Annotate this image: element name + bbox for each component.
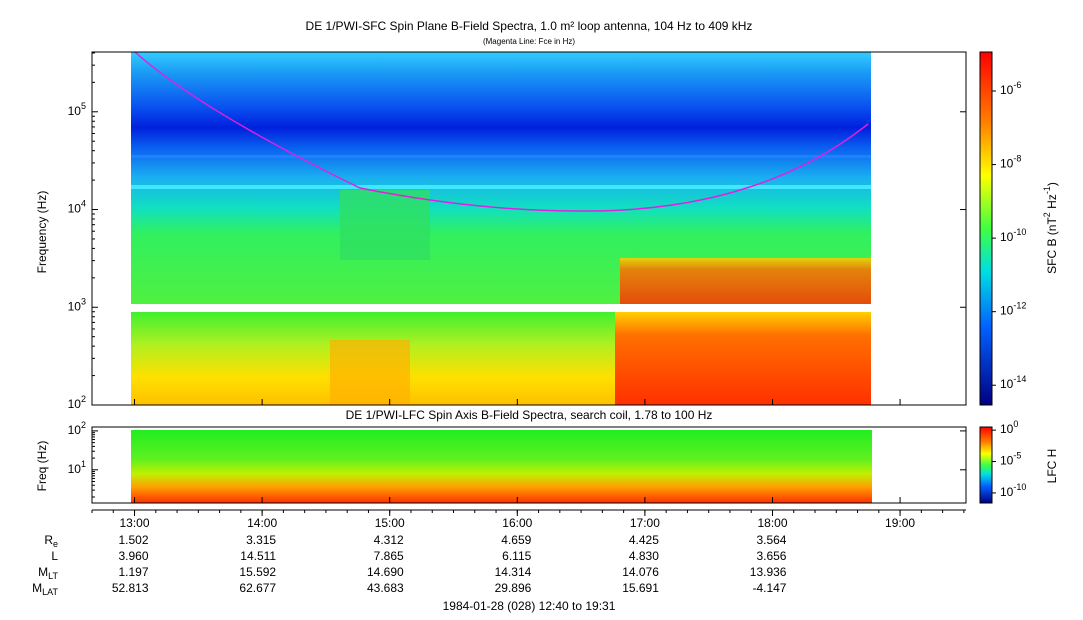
ephemeris-value: 4.659 [501,533,531,547]
ephemeris-value: 43.683 [367,581,404,595]
y-tick-label: 103​ [68,297,86,314]
chart-title: DE 1/PWI-LFC Spin Axis B-Field Spectra, … [346,408,713,422]
y-tick-label: 105​ [68,101,86,118]
x-tick-label: 15:00 [375,516,405,530]
colorbar-tick-label: 10-12​ [1000,301,1026,318]
colorbar-tick-label: 100​ [1000,420,1018,437]
colorbar-tick-label: 10-5​ [1000,451,1021,468]
chart-subtitle: (Magenta Line: Fce in Hz) [483,37,575,46]
ephemeris-value: 13.936 [750,565,787,579]
colorbar-tick-label: 10-14​ [1000,375,1026,392]
colorbar-frame [979,426,993,504]
ephemeris-value: 1.502 [118,533,148,547]
ephemeris-value: 15.691 [622,581,659,595]
x-tick-label: 17:00 [630,516,660,530]
ephemeris-value: 4.425 [629,533,659,547]
ephemeris-value: 1.197 [118,565,148,579]
x-tick-label: 16:00 [502,516,532,530]
ephemeris-value: 15.592 [239,565,276,579]
ephemeris-value: 3.564 [756,533,786,547]
ephemeris-value: 3.960 [118,549,148,563]
colorbar-label: LFC H [1045,449,1059,484]
y-axis-label: Frequency (Hz) [35,191,49,274]
ephemeris-value: 14.314 [495,565,532,579]
spectrogram-image [131,51,992,503]
ephemeris-label: L [51,549,58,563]
colorbar-tick-label: 10-10​ [1000,227,1026,244]
x-tick-label: 19:00 [885,516,915,530]
ephemeris-value: 62.677 [239,581,276,595]
ephemeris-value: 14.076 [622,565,659,579]
colorbar-label: SFC B (nT2​ Hz-1​) [1042,182,1059,274]
ephemeris-value: 3.315 [246,533,276,547]
x-tick-label: 14:00 [247,516,277,530]
ephemeris-value: 7.865 [374,549,404,563]
colorbar-tick-label: 10-6​ [1000,80,1021,97]
x-tick-label: 18:00 [757,516,787,530]
ephemeris-value: 6.115 [502,549,531,563]
ephemeris-label: Re​ [44,533,58,549]
colorbar-tick-label: 10-8​ [1000,154,1021,171]
chart-title: DE 1/PWI-SFC Spin Plane B-Field Spectra,… [306,19,753,33]
ephemeris-value: -4.147 [752,581,786,595]
footer: 1984-01-28 (028) 12:40 to 19:31 [443,599,616,613]
y-tick-label: 102​ [68,394,86,411]
ephemeris-value: 52.813 [112,581,149,595]
ephemeris-value: 14.690 [367,565,404,579]
plot-frame [91,426,967,504]
y-tick-label: 102​ [68,420,86,437]
x-tick-label: 13:00 [120,516,150,530]
y-tick-label: 101​ [68,459,86,476]
y-axis-label: Freq (Hz) [35,441,49,492]
colorbar-tick-label: 10-10​ [1000,482,1026,499]
plot-frame [91,51,967,406]
y-tick-label: 104​ [68,199,86,216]
colorbar-frame [979,51,993,406]
ephemeris-value: 3.656 [756,549,786,563]
ephemeris-value: 4.312 [374,533,404,547]
ephemeris-label: MLAT​ [32,581,58,597]
ephemeris-label: MLT​ [38,565,58,581]
ephemeris-value: 14.511 [240,549,276,563]
ephemeris-value: 29.896 [495,581,532,595]
ephemeris-value: 4.830 [629,549,659,563]
